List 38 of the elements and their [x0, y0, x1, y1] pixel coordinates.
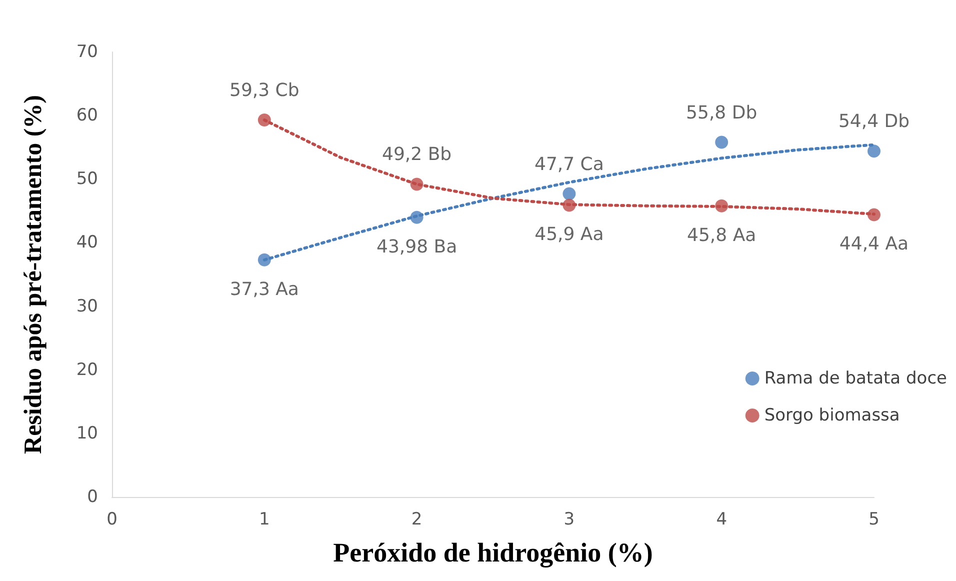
- y-tick-label: 50: [76, 169, 98, 190]
- y-tick-label: 20: [76, 360, 98, 380]
- x-tick-label: 4: [716, 510, 728, 530]
- x-axis-title: Peróxido de hidrogênio (%): [333, 538, 653, 568]
- data-label: 55,8 Db: [686, 102, 758, 124]
- data-label: 45,9 Aa: [534, 224, 604, 246]
- y-tick-label: 40: [76, 232, 98, 253]
- x-tick-label: 3: [564, 510, 575, 530]
- x-tick-label: 0: [106, 510, 118, 530]
- x-tick-label: 1: [258, 510, 270, 530]
- point: [258, 114, 271, 127]
- data-label: 49,2 Bb: [382, 144, 452, 166]
- point: [258, 253, 271, 266]
- point: [562, 198, 576, 212]
- point: [410, 178, 424, 191]
- x-tick-label: 2: [411, 510, 422, 530]
- point: [715, 136, 728, 149]
- data-label: 37,3 Aa: [230, 278, 299, 300]
- legend-label: Sorgo biomassa: [764, 406, 900, 426]
- point: [868, 144, 880, 158]
- legend-label: Rama de batata doce: [764, 368, 948, 388]
- y-tick-label: 0: [87, 487, 98, 507]
- data-label: 44,4 Aa: [839, 234, 909, 255]
- y-tick-label: 10: [76, 423, 98, 444]
- point: [868, 208, 880, 222]
- data-label: 59,3 Cb: [230, 80, 300, 102]
- data-label: 47,7 Ca: [534, 154, 604, 175]
- x-tick-label: 5: [868, 510, 880, 530]
- point: [562, 187, 576, 200]
- data-label: 43,98 Ba: [376, 236, 458, 258]
- y-tick-label: 60: [76, 106, 98, 126]
- data-label: 45,8 Aa: [687, 224, 756, 246]
- y-tick-label: 70: [76, 42, 98, 62]
- y-axis-title: Residuo após pré-tratamento (%): [20, 95, 47, 454]
- point: [715, 199, 728, 212]
- point: [410, 210, 424, 224]
- y-tick-label: 30: [76, 296, 98, 316]
- data-label: 54,4 Db: [838, 111, 910, 132]
